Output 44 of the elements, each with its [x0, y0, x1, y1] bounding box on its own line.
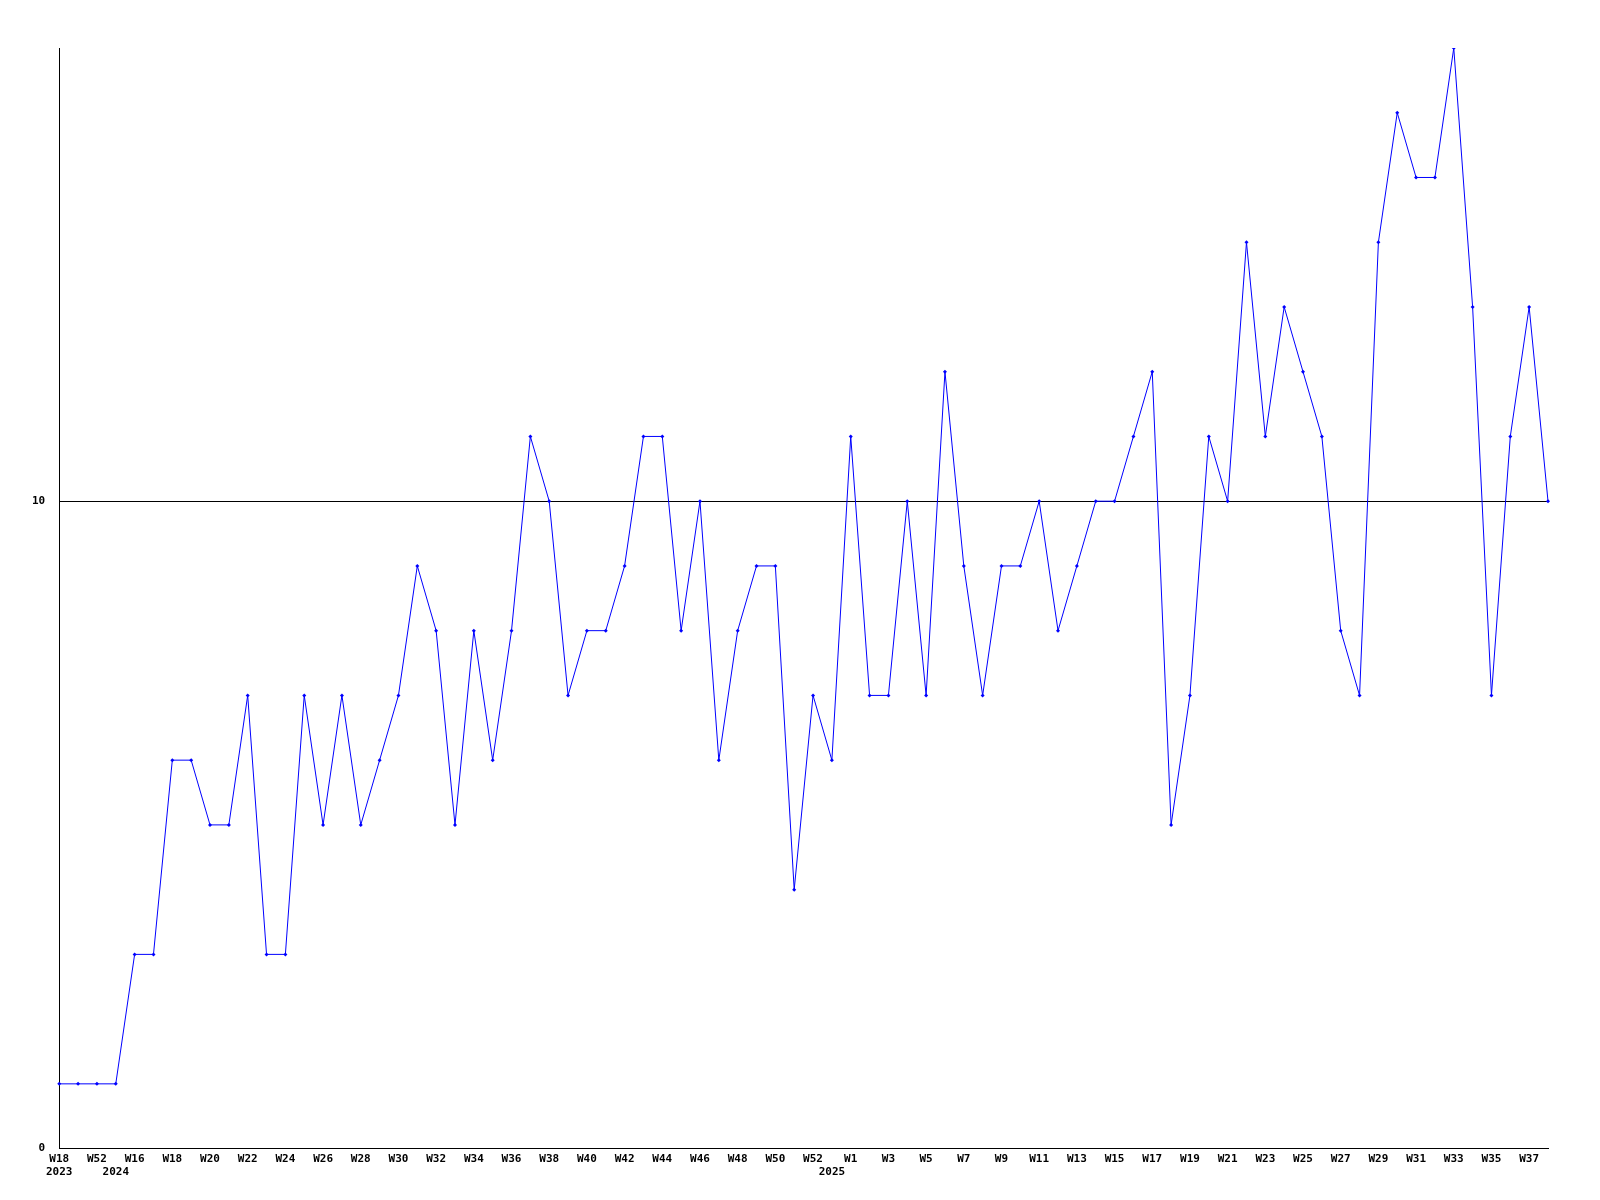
x-tick-label: W44 [652, 1152, 673, 1166]
x-tick-label: W15 [1104, 1152, 1125, 1166]
x-tick-label: W19 [1180, 1152, 1200, 1166]
x-tick-label: W1 [844, 1152, 858, 1166]
x-tick-label: W9 [994, 1152, 1009, 1166]
x-tick-label: W28 [350, 1152, 371, 1166]
x-tick-label: W13 [1066, 1152, 1087, 1166]
x-tick-label: W37 [1519, 1152, 1540, 1166]
x-tick-label: W18 [162, 1152, 183, 1166]
x-tick-label: W5 [919, 1152, 933, 1166]
y-tick-label: 0 [38, 1141, 46, 1155]
x-tick-label: W35 [1481, 1152, 1502, 1166]
x-tick-label: W46 [690, 1152, 711, 1166]
x-tick-label: W26 [313, 1152, 334, 1166]
x-tick-label: W7 [957, 1152, 971, 1166]
x-tick-label: W32 [426, 1152, 447, 1166]
x-tick-label: W18 2023 [46, 1152, 73, 1179]
x-tick-label: W31 [1406, 1152, 1427, 1166]
x-tick-label: W52 [803, 1152, 823, 1166]
x-tick-label: W34 [463, 1152, 485, 1166]
x-tick-label: W11 [1029, 1152, 1050, 1166]
x-tick-label: W3 [881, 1152, 896, 1166]
x-tick-label: W25 [1293, 1152, 1313, 1166]
x-tick-label: W22 [237, 1152, 258, 1166]
x-tick-label: W33 [1443, 1152, 1464, 1166]
x-tick-label: W36 [501, 1152, 522, 1166]
x-tick-label: W23 [1255, 1152, 1276, 1166]
x-tick-label: W48 [727, 1152, 748, 1166]
x-tick-label: 2025 [818, 1165, 846, 1179]
x-tick-label: W52 [87, 1152, 107, 1166]
x-tick-label: W16 [124, 1152, 145, 1166]
y-tick-label: 10 [32, 494, 46, 508]
x-tick-label: W30 [388, 1152, 409, 1166]
x-tick-label: W21 [1217, 1152, 1238, 1166]
x-tick-label: W24 [275, 1152, 296, 1166]
x-tick-label: 2024 [102, 1165, 130, 1179]
x-tick-label: W20 [200, 1152, 220, 1166]
x-tick-label: W42 [614, 1152, 635, 1166]
x-tick-label: W29 [1368, 1152, 1389, 1166]
x-tick-label: W50 [765, 1152, 786, 1166]
x-tick-label: W17 [1142, 1152, 1163, 1166]
x-tick-label: W27 [1330, 1152, 1351, 1166]
x-tick-label: W40 [576, 1152, 597, 1166]
x-tick-label: W38 [539, 1152, 560, 1166]
